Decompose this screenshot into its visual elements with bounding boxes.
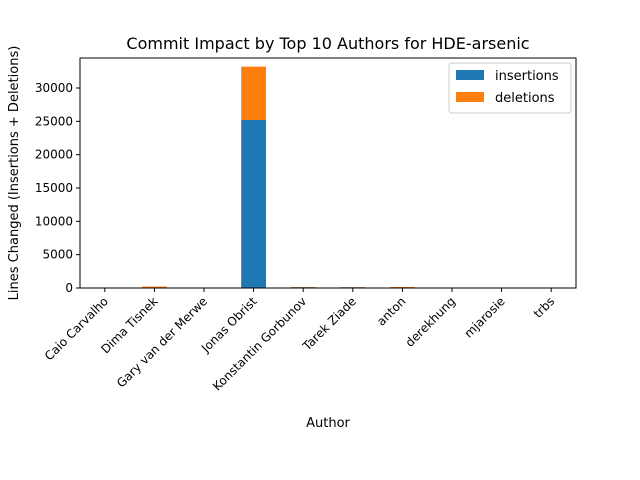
bar-deletions-3 bbox=[241, 66, 266, 120]
legend-label-deletions: deletions bbox=[495, 91, 555, 106]
plot-frame bbox=[79, 57, 577, 289]
y-axis-label: Lines Changed (Insertions + Deletions) bbox=[7, 46, 22, 301]
y-tick-label: 20000 bbox=[35, 148, 73, 162]
x-axis-label: Author bbox=[306, 416, 350, 431]
y-tick-label: 25000 bbox=[35, 114, 73, 128]
legend: insertions deletions bbox=[448, 62, 572, 114]
bar-deletions-1 bbox=[142, 286, 167, 288]
chart-title: Commit Impact by Top 10 Authors for HDE-… bbox=[126, 34, 529, 53]
y-tick-label: 15000 bbox=[35, 181, 73, 195]
legend-swatch-insertions bbox=[456, 70, 484, 80]
bar-insertions-3 bbox=[241, 120, 266, 288]
y-tick-label: 5000 bbox=[42, 248, 73, 262]
legend-swatch-deletions bbox=[456, 92, 484, 102]
bar-deletions-6 bbox=[390, 287, 415, 288]
y-tick-label: 30000 bbox=[35, 81, 73, 95]
legend-label-insertions: insertions bbox=[495, 69, 559, 84]
y-tick-label: 10000 bbox=[35, 214, 73, 228]
y-tick-label: 0 bbox=[65, 281, 73, 295]
y-axis: 0 5000 10000 15000 20000 25000 30000 bbox=[35, 81, 80, 295]
